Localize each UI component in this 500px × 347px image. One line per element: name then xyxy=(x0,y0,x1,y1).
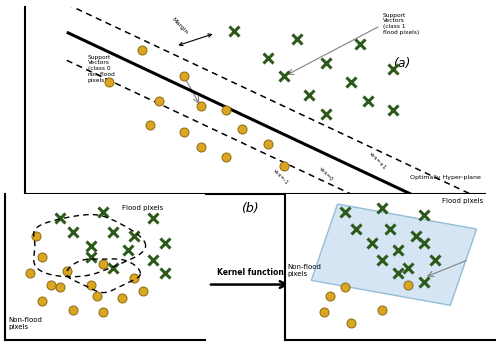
Text: Non-flood
pixels: Non-flood pixels xyxy=(8,317,42,330)
Text: Kernel function: Kernel function xyxy=(216,268,284,277)
Polygon shape xyxy=(311,204,476,305)
Text: (b): (b) xyxy=(241,202,259,215)
Text: Non-flood
pixels: Non-flood pixels xyxy=(288,264,322,277)
Text: w·x=+1: w·x=+1 xyxy=(368,151,387,171)
Text: (a): (a) xyxy=(392,57,410,70)
Text: Support
Vectors
(class 0
non-flood
pixels): Support Vectors (class 0 non-flood pixel… xyxy=(88,55,116,83)
Text: w·x=-1: w·x=-1 xyxy=(272,168,289,186)
Text: Margin: Margin xyxy=(170,16,189,35)
Text: w·x=0: w·x=0 xyxy=(318,166,334,182)
Text: Flood pixels: Flood pixels xyxy=(122,205,163,211)
Text: Flood pixels: Flood pixels xyxy=(442,198,484,204)
Text: Optimally Hyper-plane: Optimally Hyper-plane xyxy=(410,175,480,180)
Text: Support
Vectors
(class 1
flood pixels): Support Vectors (class 1 flood pixels) xyxy=(382,12,419,35)
